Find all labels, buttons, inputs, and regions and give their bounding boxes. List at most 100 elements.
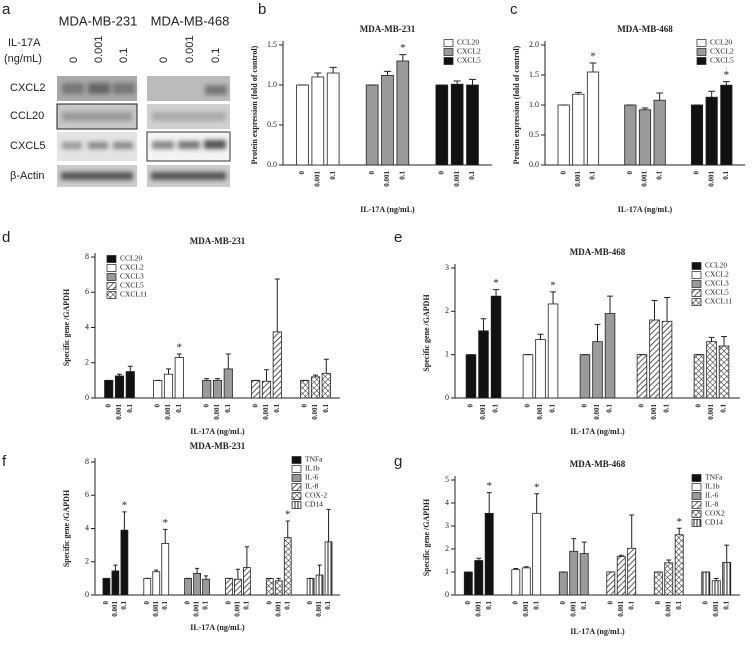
bar xyxy=(604,313,616,399)
error-bar xyxy=(476,557,482,561)
panel-letter: c xyxy=(510,1,518,18)
bar xyxy=(616,555,626,596)
legend-label: TNFa xyxy=(705,473,723,482)
y-axis-label: Protein expression (fold of control) xyxy=(512,45,521,164)
y-tick-label: 1.5 xyxy=(267,40,277,49)
x-tick-label: 0.001 xyxy=(664,601,672,617)
chart-title: MDA-MB-231 xyxy=(190,236,246,246)
bar xyxy=(163,373,174,399)
bar xyxy=(223,368,233,399)
legend-swatch xyxy=(106,291,117,299)
error-bar xyxy=(594,323,601,342)
x-tick-label: 0 xyxy=(306,601,314,605)
bar xyxy=(174,357,184,399)
bar xyxy=(606,571,616,596)
x-tick-label: 0 xyxy=(184,601,192,605)
legend-swatch xyxy=(691,510,702,518)
error-bar xyxy=(166,368,171,375)
x-tick-label: 0 xyxy=(467,404,475,408)
x-tick-label: 0.1 xyxy=(468,171,476,180)
legend-swatch xyxy=(691,492,702,500)
significance-star: * xyxy=(177,341,183,353)
error-bar xyxy=(581,541,587,554)
x-axis-label: IL-17A (ng/mL) xyxy=(618,205,673,214)
legend-label: CCL20 xyxy=(120,254,142,263)
error-bar xyxy=(317,564,322,576)
bar xyxy=(153,379,163,399)
error-bar xyxy=(486,492,492,514)
bar xyxy=(511,569,521,596)
x-tick-label: 0.001 xyxy=(164,404,172,420)
bar xyxy=(296,84,309,166)
x-tick-label: 0 xyxy=(581,404,589,408)
legend-swatch xyxy=(696,57,707,65)
significance-star: * xyxy=(285,509,291,521)
legend-label: CD14 xyxy=(705,518,723,527)
y-tick-label: 2.0 xyxy=(529,40,539,49)
x-tick-label: 0.1 xyxy=(120,601,128,610)
bar xyxy=(557,104,570,166)
y-tick-label: 1 xyxy=(445,349,449,358)
y-tick-label: 6 xyxy=(85,490,89,499)
significance-star: * xyxy=(122,499,128,511)
y-tick-label: 0 xyxy=(445,393,449,402)
bar xyxy=(365,84,379,166)
bar xyxy=(592,341,603,399)
legend-swatch xyxy=(291,483,302,491)
chart: d MDA-MB-231 Specific gene /GAPDH IL-17A (n… xyxy=(2,229,340,436)
x-tick-label: 0 xyxy=(225,601,233,605)
x-tick-label: 0.001 xyxy=(474,601,482,617)
legend-swatch xyxy=(291,474,302,482)
x-tick-label: 0.1 xyxy=(283,601,291,610)
bar xyxy=(381,75,394,166)
bar xyxy=(627,547,637,596)
y-tick-label: 3 xyxy=(445,263,449,272)
bar xyxy=(638,109,652,166)
error-bar xyxy=(323,358,329,374)
error-bar xyxy=(314,72,322,77)
error-bar xyxy=(113,564,118,571)
bar xyxy=(522,354,534,399)
y-axis-label: Protein expression (fold of control) xyxy=(250,45,259,164)
legend-swatch xyxy=(691,483,702,491)
bar xyxy=(624,104,637,166)
bar xyxy=(234,578,242,596)
x-tick-label: 0.001 xyxy=(479,404,487,420)
chart-title: MDA-MB-231 xyxy=(360,24,416,34)
y-tick-label: 5 xyxy=(445,475,449,484)
error-bar xyxy=(276,577,281,581)
significance-star: * xyxy=(486,480,492,492)
error-bar xyxy=(274,278,280,332)
legend-swatch xyxy=(291,456,302,464)
x-tick-label: 0 xyxy=(104,404,112,408)
x-tick-label: 0 xyxy=(202,404,210,408)
bar xyxy=(450,83,464,166)
legend-swatch xyxy=(106,255,117,263)
bar xyxy=(114,375,125,399)
significance-star: * xyxy=(534,481,540,493)
chart: c MDA-MB-468 Protein expression (fold of c… xyxy=(510,1,745,214)
y-tick-label: 2 xyxy=(85,557,89,566)
error-bar xyxy=(708,336,715,342)
x-tick-label: 0 xyxy=(638,404,646,408)
legend-swatch xyxy=(291,492,302,500)
x-tick-label: 0.1 xyxy=(627,601,635,610)
x-tick-label: 0.001 xyxy=(115,404,123,420)
bar xyxy=(521,567,531,596)
bar xyxy=(484,512,494,596)
legend-label: IL1b xyxy=(305,464,320,473)
bar xyxy=(396,60,410,166)
bar xyxy=(636,354,648,399)
legend-swatch xyxy=(691,262,702,270)
x-tick-label: 0.1 xyxy=(161,601,169,610)
x-tick-label: 0 xyxy=(524,404,532,408)
x-tick-label: 0 xyxy=(464,601,472,605)
dose-label: 0 xyxy=(68,57,80,63)
y-tick-label: 4 xyxy=(85,322,89,331)
row-label: CCL20 xyxy=(10,110,44,122)
significance-star: * xyxy=(590,51,596,63)
x-axis-label: IL-17A (ng/mL) xyxy=(190,623,245,632)
bar xyxy=(111,570,120,596)
legend-swatch xyxy=(291,501,302,509)
panel-letter: a xyxy=(2,1,11,18)
